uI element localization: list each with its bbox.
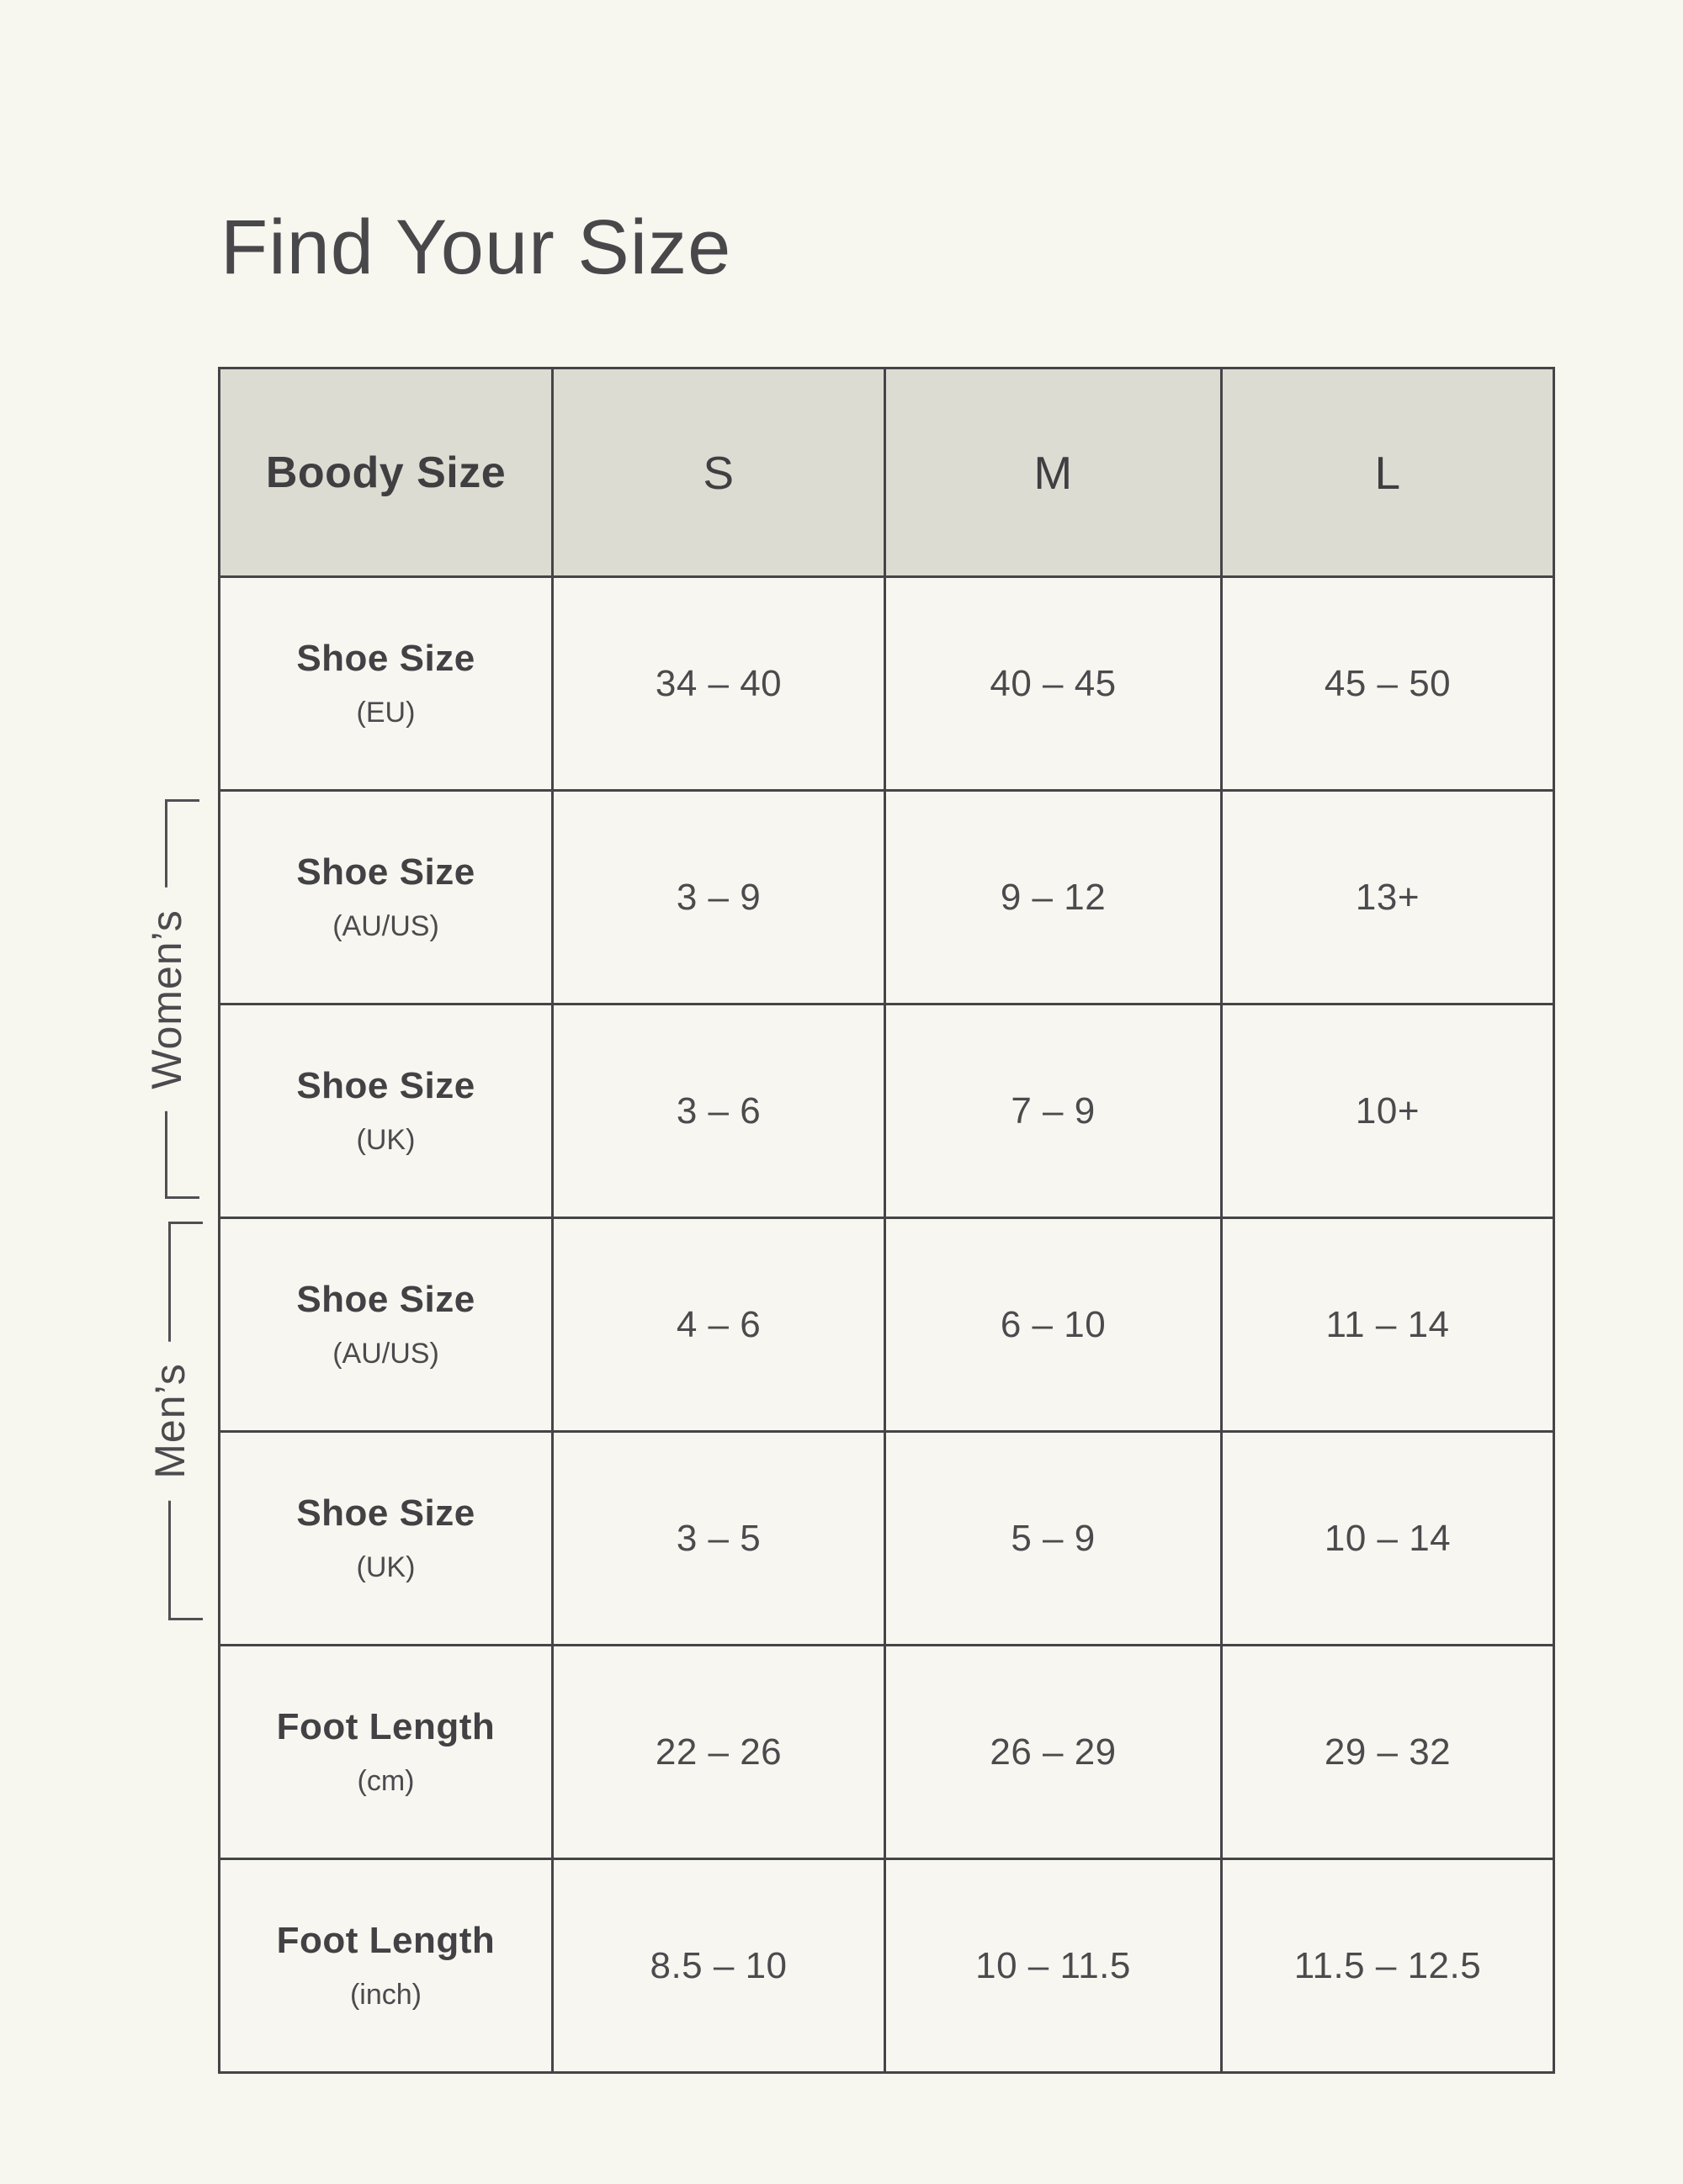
row-label-cell: Shoe Size (UK) [218, 1430, 554, 1646]
size-value-s: 34 – 40 [551, 575, 886, 792]
size-value-l: 10 – 14 [1220, 1430, 1555, 1646]
table-row-mens-shoe-size-uk: Shoe Size (UK) 3 – 5 5 – 9 10 – 14 [218, 1430, 1555, 1646]
header-cell-boody-size: Boody Size [218, 367, 554, 578]
table-row-womens-shoe-size-uk: Shoe Size (UK) 3 – 6 7 – 9 10+ [218, 1003, 1555, 1219]
header-row: Boody Size S M L [218, 367, 1555, 578]
size-value-s: 22 – 26 [551, 1644, 886, 1860]
size-chart-table: Boody Size S M L Shoe Size (EU) 34 – 40 … [218, 367, 1555, 2074]
row-unit: (UK) [356, 1124, 416, 1156]
table-row-foot-length-cm: Foot Length (cm) 22 – 26 26 – 29 29 – 32 [218, 1644, 1555, 1860]
bracket-tick-top [165, 799, 199, 802]
row-unit: (cm) [357, 1765, 415, 1797]
size-value-s: 8.5 – 10 [551, 1858, 886, 2074]
size-value-l: 13+ [1220, 789, 1555, 1005]
row-unit: (EU) [356, 697, 416, 729]
size-value-s: 3 – 5 [551, 1430, 886, 1646]
row-label: Shoe Size [296, 1065, 475, 1106]
table-row-shoe-size-eu: Shoe Size (EU) 34 – 40 40 – 45 45 – 50 [218, 575, 1555, 792]
row-label-cell: Shoe Size (UK) [218, 1003, 554, 1219]
table-row-foot-length-inch: Foot Length (inch) 8.5 – 10 10 – 11.5 11… [218, 1858, 1555, 2074]
size-value-m: 6 – 10 [884, 1217, 1223, 1433]
header-cell-size-m: M [884, 367, 1223, 578]
row-unit: (AU/US) [332, 910, 439, 942]
row-unit: (AU/US) [332, 1338, 439, 1370]
mens-group-label: Men’s [141, 1341, 199, 1501]
size-value-m: 26 – 29 [884, 1644, 1223, 1860]
row-label: Foot Length [276, 1920, 496, 1961]
size-value-l: 45 – 50 [1220, 575, 1555, 792]
mens-group-bracket: Men’s [141, 1222, 203, 1620]
row-label-cell: Shoe Size (AU/US) [218, 1217, 554, 1433]
size-value-l: 29 – 32 [1220, 1644, 1555, 1860]
row-unit: (inch) [349, 1979, 422, 2011]
header-cell-size-l: L [1220, 367, 1555, 578]
womens-group-bracket: Women’s [137, 799, 199, 1199]
row-label: Shoe Size [296, 638, 475, 679]
bracket-tick-bottom [165, 1196, 199, 1199]
row-unit: (UK) [356, 1551, 416, 1583]
table-row-mens-shoe-size-auus: Shoe Size (AU/US) 4 – 6 6 – 10 11 – 14 [218, 1217, 1555, 1433]
size-value-l: 11 – 14 [1220, 1217, 1555, 1433]
size-value-l: 11.5 – 12.5 [1220, 1858, 1555, 2074]
page-title: Find Your Size [220, 204, 732, 290]
header-cell-size-s: S [551, 367, 886, 578]
row-label: Shoe Size [296, 1279, 475, 1320]
row-label: Shoe Size [296, 851, 475, 893]
size-value-l: 10+ [1220, 1003, 1555, 1219]
table-row-womens-shoe-size-auus: Shoe Size (AU/US) 3 – 9 9 – 12 13+ [218, 789, 1555, 1005]
row-label-cell: Shoe Size (AU/US) [218, 789, 554, 1005]
size-value-m: 5 – 9 [884, 1430, 1223, 1646]
size-value-m: 9 – 12 [884, 789, 1223, 1005]
row-label-cell: Shoe Size (EU) [218, 575, 554, 792]
row-label: Foot Length [276, 1706, 496, 1747]
size-value-s: 3 – 9 [551, 789, 886, 1005]
size-value-s: 3 – 6 [551, 1003, 886, 1219]
bracket-tick-bottom [168, 1618, 203, 1620]
row-label: Shoe Size [296, 1492, 475, 1534]
womens-group-label: Women’s [137, 887, 196, 1111]
size-value-m: 10 – 11.5 [884, 1858, 1223, 2074]
bracket-tick-top [168, 1222, 203, 1224]
size-value-m: 7 – 9 [884, 1003, 1223, 1219]
row-label-cell: Foot Length (inch) [218, 1858, 554, 2074]
row-label-cell: Foot Length (cm) [218, 1644, 554, 1860]
size-value-m: 40 – 45 [884, 575, 1223, 792]
size-value-s: 4 – 6 [551, 1217, 886, 1433]
